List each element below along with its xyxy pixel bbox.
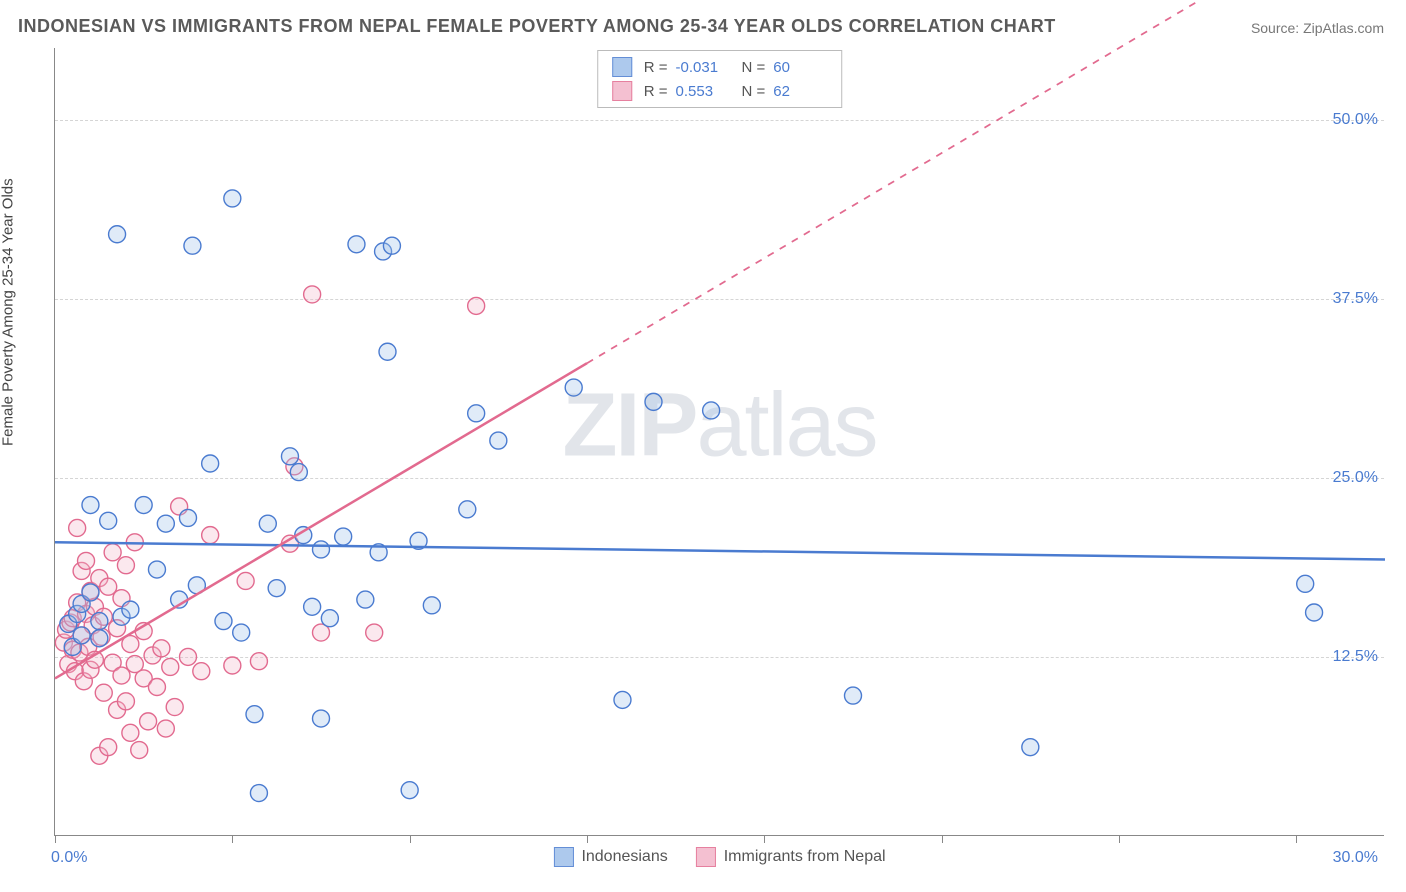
scatter-point <box>91 630 108 647</box>
swatch-series-a <box>553 847 573 867</box>
scatter-point <box>166 699 183 716</box>
scatter-point <box>1306 604 1323 621</box>
scatter-point <box>845 687 862 704</box>
scatter-point <box>366 624 383 641</box>
legend-item-b: Immigrants from Nepal <box>696 847 886 867</box>
stat-label-n: N = <box>742 59 766 76</box>
scatter-point <box>224 190 241 207</box>
stat-value-n-a: 60 <box>773 59 827 76</box>
scatter-point <box>224 657 241 674</box>
scatter-point <box>268 580 285 597</box>
scatter-point <box>313 710 330 727</box>
correlation-stats-legend: R = -0.031 N = 60 R = 0.553 N = 62 <box>597 50 843 108</box>
scatter-point <box>117 557 134 574</box>
x-tick-max: 30.0% <box>1333 849 1378 867</box>
scatter-point <box>122 601 139 618</box>
scatter-point <box>645 393 662 410</box>
scatter-point <box>135 497 152 514</box>
stats-row-series-b: R = 0.553 N = 62 <box>598 79 842 103</box>
scatter-point <box>82 497 99 514</box>
scatter-point <box>122 724 139 741</box>
scatter-point <box>100 512 117 529</box>
scatter-point <box>335 528 352 545</box>
scatter-point <box>321 610 338 627</box>
scatter-point <box>157 720 174 737</box>
legend-label-b: Immigrants from Nepal <box>724 848 886 866</box>
scatter-point <box>1022 739 1039 756</box>
stat-value-r-b: 0.553 <box>676 83 730 100</box>
stats-row-series-a: R = -0.031 N = 60 <box>598 55 842 79</box>
stat-label-r: R = <box>644 83 668 100</box>
scatter-point <box>565 379 582 396</box>
scatter-point <box>180 648 197 665</box>
scatter-point <box>379 343 396 360</box>
scatter-point <box>73 627 90 644</box>
scatter-point <box>109 226 126 243</box>
scatter-point <box>78 552 95 569</box>
scatter-point <box>148 678 165 695</box>
scatter-point <box>246 706 263 723</box>
x-tick-min: 0.0% <box>51 849 87 867</box>
swatch-series-b <box>696 847 716 867</box>
stat-label-n: N = <box>742 83 766 100</box>
scatter-point <box>148 561 165 578</box>
scatter-point <box>237 572 254 589</box>
scatter-point <box>162 658 179 675</box>
legend-item-a: Indonesians <box>553 847 667 867</box>
scatter-point <box>423 597 440 614</box>
plot-area: ZIPatlas 12.5%25.0%37.5%50.0% R = -0.031… <box>54 48 1384 836</box>
scatter-point <box>250 785 267 802</box>
swatch-series-a <box>612 57 632 77</box>
scatter-point <box>184 237 201 254</box>
scatter-point <box>313 541 330 558</box>
scatter-point <box>117 693 134 710</box>
scatter-point <box>104 544 121 561</box>
scatter-point <box>1297 575 1314 592</box>
scatter-point <box>100 739 117 756</box>
scatter-point <box>304 598 321 615</box>
scatter-point <box>202 455 219 472</box>
scatter-point <box>459 501 476 518</box>
scatter-point <box>357 591 374 608</box>
scatter-point <box>703 402 720 419</box>
scatter-point <box>383 237 400 254</box>
scatter-point <box>202 527 219 544</box>
scatter-point <box>468 405 485 422</box>
scatter-point <box>82 584 99 601</box>
stat-value-n-b: 62 <box>773 83 827 100</box>
scatter-point <box>250 653 267 670</box>
scatter-point <box>401 782 418 799</box>
chart-title: INDONESIAN VS IMMIGRANTS FROM NEPAL FEMA… <box>18 16 1056 37</box>
swatch-series-b <box>612 81 632 101</box>
stat-value-r-a: -0.031 <box>676 59 730 76</box>
stat-label-r: R = <box>644 59 668 76</box>
scatter-point <box>490 432 507 449</box>
legend-label-a: Indonesians <box>581 848 667 866</box>
scatter-svg <box>55 48 1384 835</box>
scatter-point <box>468 297 485 314</box>
scatter-point <box>95 684 112 701</box>
scatter-point <box>290 464 307 481</box>
scatter-point <box>140 713 157 730</box>
scatter-point <box>281 448 298 465</box>
scatter-point <box>304 286 321 303</box>
scatter-point <box>215 613 232 630</box>
series-legend: Indonesians Immigrants from Nepal <box>553 847 885 867</box>
scatter-point <box>69 519 86 536</box>
scatter-point <box>153 640 170 657</box>
scatter-point <box>348 236 365 253</box>
y-axis-label: Female Poverty Among 25-34 Year Olds <box>0 178 17 446</box>
source-attribution: Source: ZipAtlas.com <box>1251 20 1384 36</box>
scatter-point <box>91 613 108 630</box>
scatter-point <box>131 742 148 759</box>
scatter-point <box>614 691 631 708</box>
scatter-point <box>193 663 210 680</box>
trend-line <box>55 542 1385 559</box>
scatter-point <box>157 515 174 532</box>
scatter-point <box>259 515 276 532</box>
scatter-point <box>233 624 250 641</box>
scatter-point <box>180 509 197 526</box>
